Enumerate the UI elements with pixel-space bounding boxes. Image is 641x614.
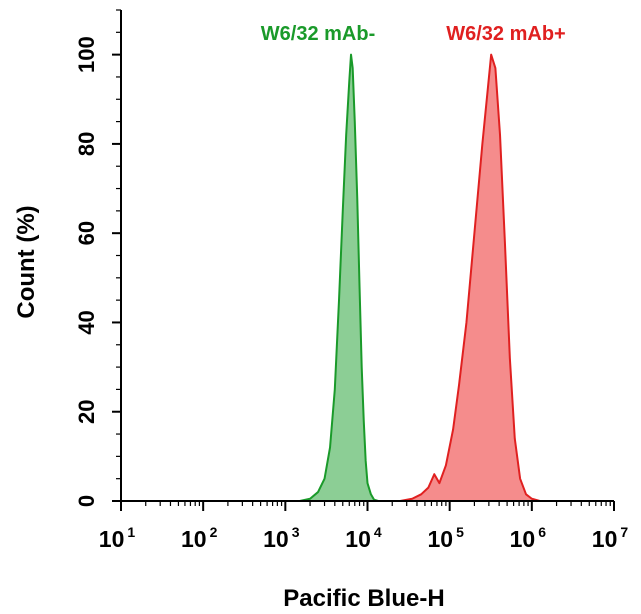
x-tick-label: 10 5 bbox=[427, 524, 464, 552]
series-0-label: W6/32 mAb- bbox=[261, 23, 375, 45]
x-tick-label: 10 3 bbox=[263, 524, 300, 552]
y-tick-label: 60 bbox=[74, 221, 99, 245]
x-tick-label: 10 6 bbox=[510, 524, 547, 552]
x-axis-label: Pacific Blue-H bbox=[283, 585, 444, 612]
series-layer bbox=[298, 53, 541, 502]
y-tick-label: 80 bbox=[74, 132, 99, 156]
legend-layer: W6/32 mAb- W6/32 mAb+ bbox=[261, 23, 566, 45]
ticks-layer: 10 1 10 2 10 3 10 4 10 5 10 6 10 7 0 20 40 60 80 100 bbox=[74, 9, 629, 552]
series-1-area bbox=[399, 53, 541, 502]
series-1-label: W6/32 mAb+ bbox=[446, 23, 565, 45]
x-tick-label: 10 4 bbox=[345, 524, 382, 552]
y-tick-label: 20 bbox=[74, 399, 99, 423]
x-tick-label: 10 7 bbox=[592, 524, 629, 552]
axes-layer bbox=[120, 10, 614, 502]
y-axis-label: Count (%) bbox=[13, 205, 40, 318]
x-tick-label: 10 1 bbox=[99, 524, 136, 552]
y-tick-label: 0 bbox=[74, 495, 99, 507]
y-tick-label: 100 bbox=[74, 36, 99, 73]
x-tick-label: 10 2 bbox=[181, 524, 218, 552]
y-tick-label: 40 bbox=[74, 310, 99, 334]
series-0-area bbox=[298, 53, 380, 502]
